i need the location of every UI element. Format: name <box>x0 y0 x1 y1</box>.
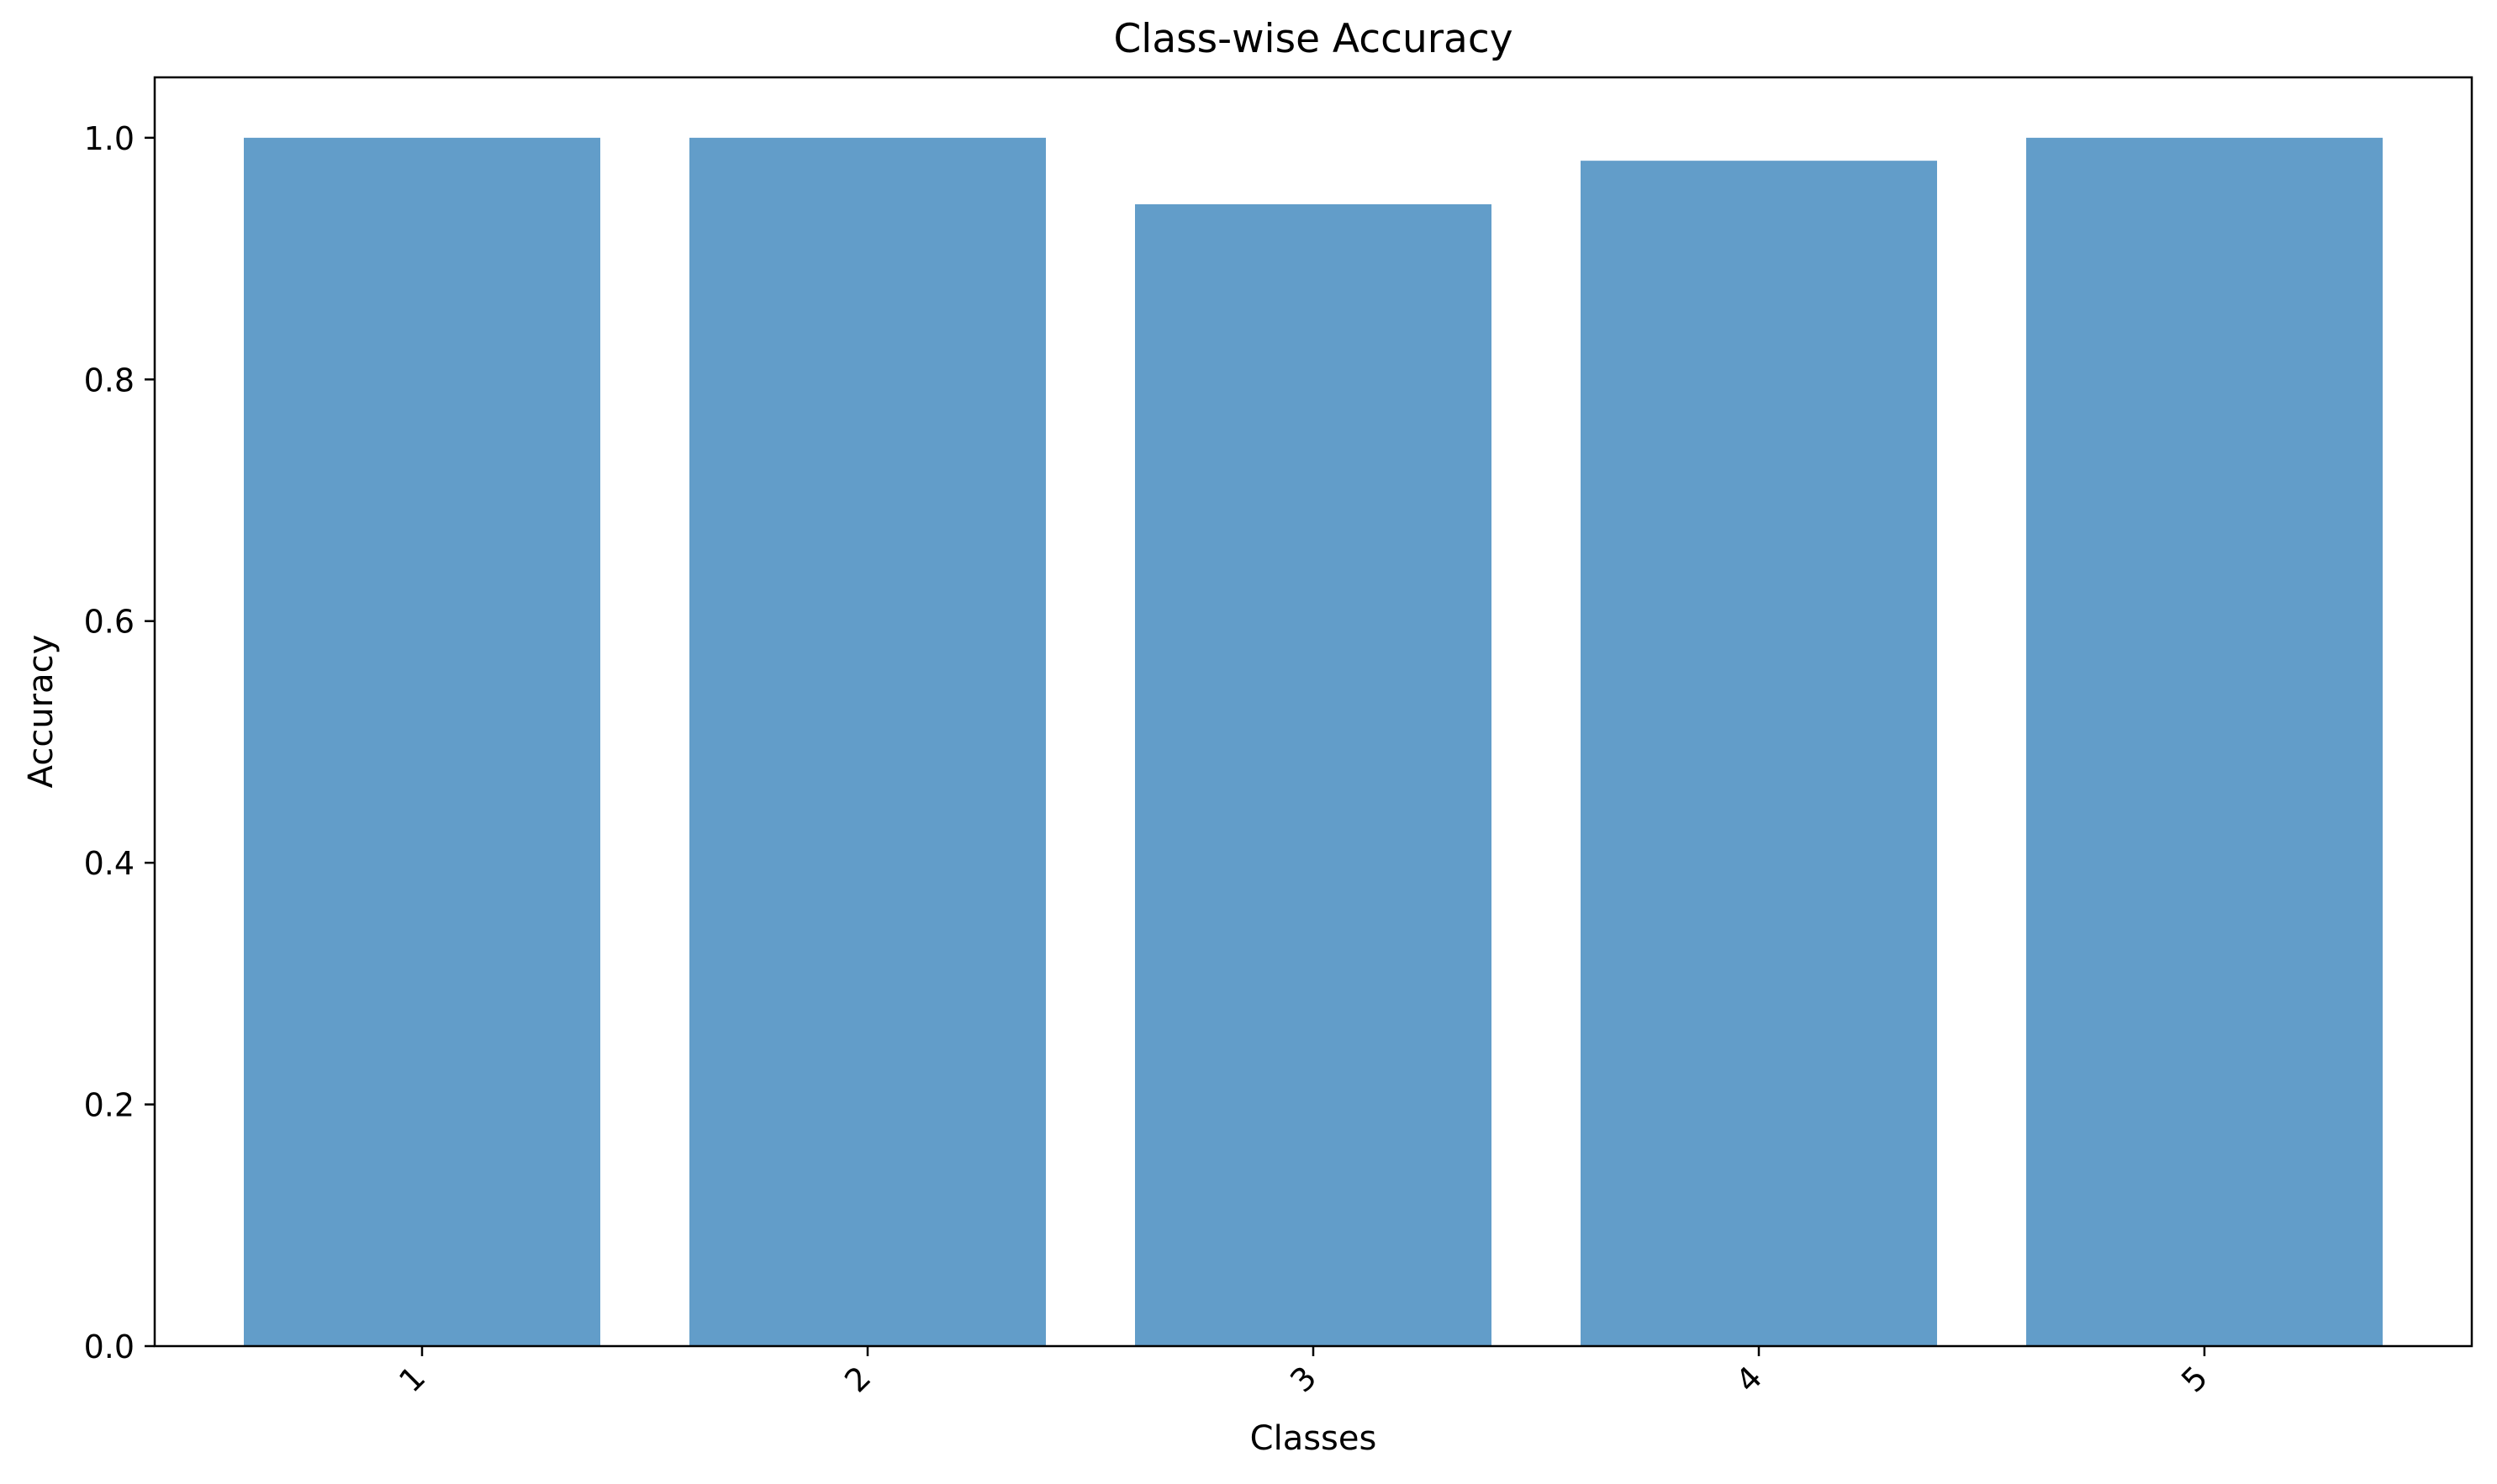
y-tick-label: 0.8 <box>84 362 135 399</box>
bar-class-1 <box>244 137 600 1346</box>
bar-class-4 <box>1581 161 1937 1347</box>
bar-class-3 <box>1135 203 1491 1346</box>
plot-frame <box>153 76 2473 1348</box>
y-tick-label: 1.0 <box>84 120 135 157</box>
bars-layer <box>244 137 2383 1347</box>
x-axis-label: Classes <box>1250 1419 1377 1458</box>
chart-title: Class-wise Accuracy <box>1113 16 1512 62</box>
y-axis-label: Accuracy <box>22 635 61 789</box>
y-tick-label: 0.4 <box>84 845 135 882</box>
y-tick-label: 0.2 <box>84 1087 135 1124</box>
bar-class-2 <box>689 137 1046 1346</box>
y-tick-label: 0.0 <box>84 1328 135 1365</box>
bar-class-5 <box>2026 137 2383 1346</box>
y-axis-ticks: 0.0 0.2 0.4 0.6 0.8 1.0 <box>84 120 155 1365</box>
y-tick-label: 0.6 <box>84 604 135 641</box>
